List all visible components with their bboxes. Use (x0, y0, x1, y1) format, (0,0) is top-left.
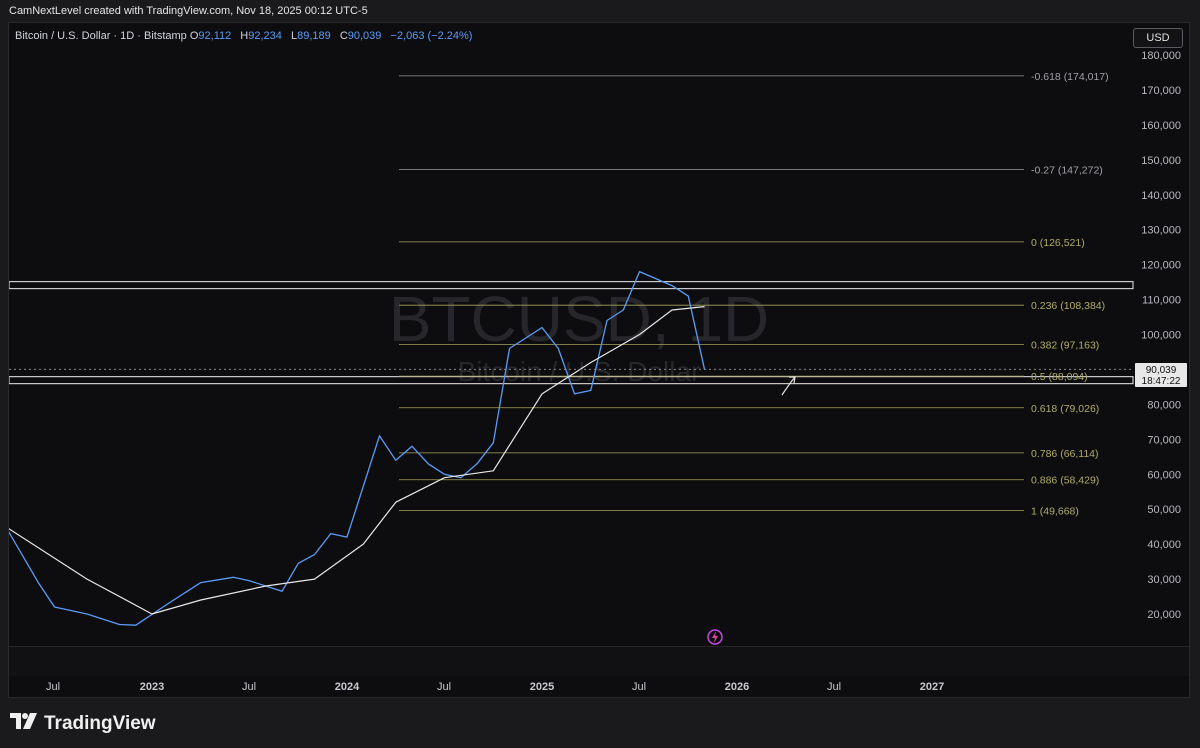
fib-label-8: 0.886 (58,429) (1031, 475, 1099, 487)
y-tick-label-5: 70,000 (1147, 434, 1181, 446)
indicator-strip (9, 629, 1189, 677)
close-value: 90,039 (347, 30, 382, 42)
brand-name: TradingView (44, 712, 156, 734)
x-tick-label-8: Jul (827, 681, 841, 693)
x-tick-label-6: Jul (632, 681, 646, 693)
y-tick-label-4: 60,000 (1147, 469, 1181, 481)
x-tick-label-0: Jul (46, 681, 60, 693)
fib-label-2: 0 (126,521) (1031, 237, 1085, 249)
time-axis[interactable]: Jul 2023 Jul 2024 Jul 2025 Jul 2026 Jul 2027 (9, 676, 1189, 697)
price-tag: 90,039 18:47:22 (1135, 363, 1187, 387)
fib-label-7: 0.786 (66,114) (1031, 448, 1099, 460)
y-tick-label-8: 100,000 (1141, 330, 1181, 342)
price-tag-countdown: 18:47:22 (1142, 376, 1181, 387)
y-tick-label-11: 130,000 (1141, 225, 1181, 237)
open-value: 92,112 (198, 30, 232, 42)
symbol-name: Bitcoin / U.S. Dollar · 1D · Bitstamp (15, 30, 187, 42)
watermark-ticker: BTCUSD, 1D (389, 283, 770, 355)
open-label: O (189, 30, 199, 42)
chart-credit: CamNextLevel created with TradingView.co… (9, 5, 368, 17)
x-tick-label-3: 2024 (335, 681, 360, 693)
x-tick-label-1: 2023 (140, 681, 164, 693)
tradingview-logo-icon (10, 712, 38, 735)
y-tick-label-12: 140,000 (1141, 190, 1181, 202)
price-chart: BTCUSD, 1D Bitcoin / U.S. Dollar -0.618 … (9, 50, 1187, 626)
y-tick-label-2: 40,000 (1147, 539, 1181, 551)
y-tick-label-10: 120,000 (1141, 260, 1181, 272)
series-line-0 (9, 270, 706, 626)
fib-label-3: 0.236 (108,384) (1031, 300, 1105, 312)
fib-label-4: 0.382 (97,163) (1031, 339, 1099, 351)
x-tick-label-2: Jul (242, 681, 256, 693)
fib-label-9: 1 (49,668) (1031, 505, 1079, 517)
x-tick-label-7: 2026 (725, 681, 749, 693)
change-value: −2,063 (−2.24%) (390, 30, 473, 42)
price-tag-value: 90,039 (1146, 365, 1177, 376)
y-tick-label-0: 20,000 (1147, 609, 1181, 621)
y-tick-label-16: 180,000 (1141, 50, 1181, 62)
horizontal-zone-1 (9, 376, 1134, 385)
y-tick-label-6: 80,000 (1147, 399, 1181, 411)
low-value: 89,189 (297, 30, 331, 42)
y-tick-label-14: 160,000 (1141, 120, 1181, 132)
y-tick-label-15: 170,000 (1141, 85, 1181, 97)
watermark-name: Bitcoin / U.S. Dollar (458, 356, 701, 387)
fib-label-1: -0.27 (147,272) (1031, 164, 1103, 176)
x-tick-label-5: 2025 (530, 681, 554, 693)
fib-label-6: 0.618 (79,026) (1031, 403, 1099, 415)
fib-label-5: 0.5 (88,094) (1031, 371, 1088, 383)
x-tick-label-4: Jul (437, 681, 451, 693)
y-tick-label-3: 50,000 (1147, 504, 1181, 516)
y-tick-label-1: 30,000 (1147, 574, 1181, 586)
fib-label-0: -0.618 (174,017) (1031, 71, 1109, 83)
series-line-1 (9, 306, 705, 615)
high-label: H (240, 30, 249, 42)
tradingview-brand: TradingView (10, 712, 156, 735)
lightning-icon[interactable] (705, 627, 725, 647)
y-tick-label-7: 90,000 (1147, 364, 1181, 376)
high-value: 92,234 (248, 30, 282, 42)
symbol-legend: Bitcoin / U.S. Dollar · 1D · Bitstamp O9… (15, 30, 472, 42)
y-tick-label-9: 110,000 (1142, 295, 1181, 307)
x-tick-label-9: 2027 (920, 681, 944, 693)
low-label: L (290, 30, 298, 42)
horizontal-zone-0 (9, 280, 1134, 290)
currency-button[interactable]: USD (1133, 28, 1183, 48)
chart-panel[interactable]: Bitcoin / U.S. Dollar · 1D · Bitstamp O9… (8, 22, 1190, 698)
arrow-annotation (781, 376, 796, 396)
close-label: C (339, 30, 348, 42)
y-tick-label-13: 150,000 (1141, 155, 1181, 167)
